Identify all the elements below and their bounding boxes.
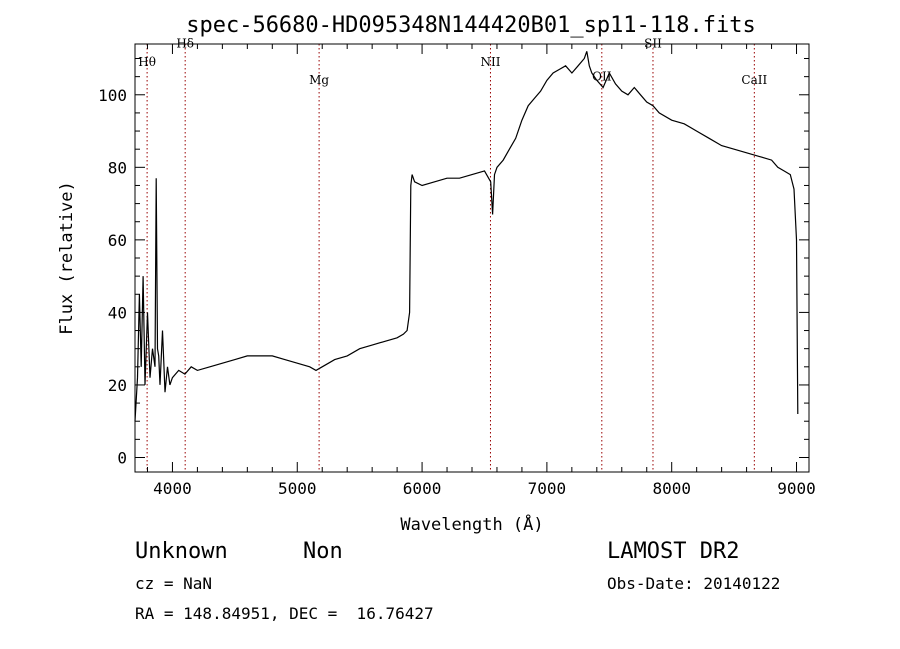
chart-title: spec-56680-HD095348N144420B01_sp11-118.f…: [186, 13, 756, 38]
line-marker-label-6: CaII: [741, 73, 767, 87]
line-marker-label-3: NII: [480, 55, 500, 69]
axis-layer: 4000 5000 6000 7000 8000 9000 0 20 40 60 80 100: [98, 44, 816, 498]
y-tick-label: 60: [108, 231, 127, 250]
x-tick-label: 7000: [528, 479, 567, 498]
cz-value: cz = NaN: [135, 574, 213, 593]
survey-label: LAMOST DR2: [607, 539, 740, 564]
class-label: Unknown: [135, 539, 228, 564]
line-marker-label-2: Mg: [309, 73, 329, 87]
subclass-label: Non: [303, 539, 343, 564]
x-tick-label: 5000: [278, 479, 317, 498]
x-tick-label: 4000: [153, 479, 192, 498]
x-tick-label: 9000: [777, 479, 816, 498]
obs-date: Obs-Date: 20140122: [607, 574, 781, 593]
x-tick-label: 6000: [403, 479, 442, 498]
line-marker-label-0: Hθ: [138, 55, 156, 69]
x-tick-label: 8000: [652, 479, 691, 498]
x-axis-label: Wavelength (Å): [400, 513, 543, 535]
coordinates: RA = 148.84951, DEC = 16.76427: [135, 604, 434, 623]
plot-frame: [134, 43, 810, 473]
y-tick-label: 80: [108, 158, 127, 177]
y-tick-label: 20: [108, 376, 127, 395]
y-tick-label: 40: [108, 303, 127, 322]
y-tick-label: 100: [98, 86, 127, 105]
y-axis-label: Flux (relative): [57, 181, 77, 335]
line-marker-label-4: OII: [592, 69, 612, 83]
y-tick-label: 0: [117, 448, 127, 467]
spectrum-line: [134, 51, 799, 422]
